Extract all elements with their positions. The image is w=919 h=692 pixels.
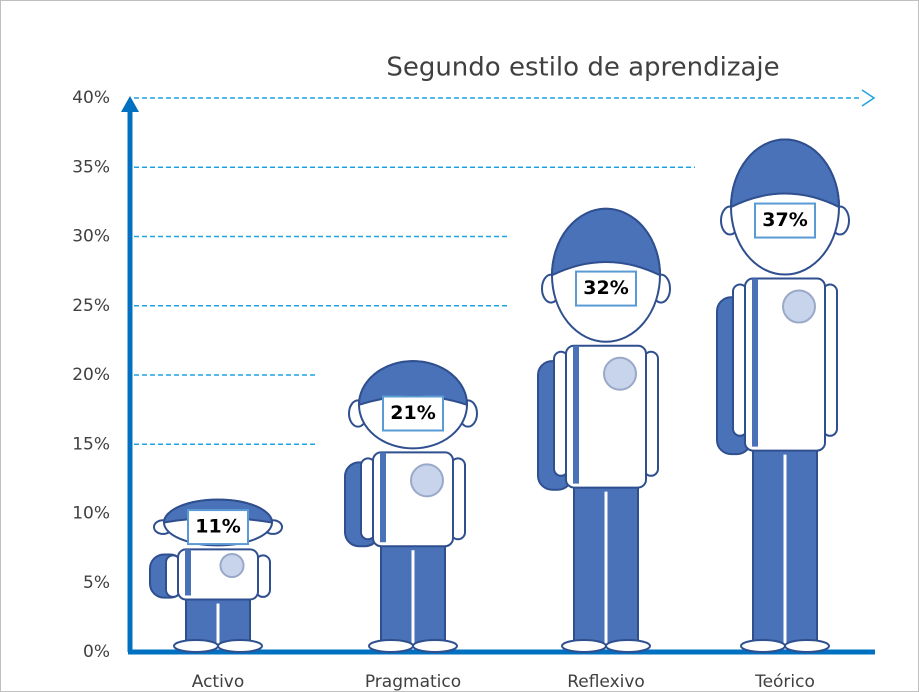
student-figure <box>537 207 671 653</box>
shoe <box>217 639 263 653</box>
value-label: 32% <box>583 277 628 299</box>
value-label-box <box>382 395 444 432</box>
shirt-logo <box>603 356 637 391</box>
y-tick-label: 35% <box>72 157 110 177</box>
y-axis-arrow <box>121 96 139 112</box>
shoe <box>605 639 651 653</box>
x-tick-label: Reflexivo <box>567 672 645 692</box>
value-label-box <box>187 509 249 546</box>
shoe <box>561 639 607 653</box>
grid-arrow <box>861 89 876 107</box>
value-label: 11% <box>195 516 240 538</box>
y-tick-label: 20% <box>72 365 110 385</box>
value-label: 37% <box>762 209 807 231</box>
hair <box>729 138 841 209</box>
y-tick-label: 0% <box>83 642 110 662</box>
shirt-logo <box>219 552 245 579</box>
shoe <box>368 639 414 653</box>
value-label-box <box>575 270 637 307</box>
y-tick-label: 10% <box>72 504 110 524</box>
value-label-box <box>754 202 816 239</box>
chart-title: Segundo estilo de aprendizaje <box>386 53 779 83</box>
shoe <box>784 639 830 653</box>
y-tick-label: 15% <box>72 434 110 454</box>
shirt-logo <box>782 289 816 324</box>
hair <box>550 207 662 277</box>
y-tick-label: 40% <box>72 88 110 108</box>
shoe <box>412 639 458 653</box>
x-tick-label: Activo <box>192 672 245 692</box>
x-tick-label: Teórico <box>754 672 815 692</box>
y-tick-label: 25% <box>72 296 110 316</box>
value-label: 21% <box>390 402 435 424</box>
shoe <box>173 639 219 653</box>
shirt-logo <box>410 463 444 498</box>
shoe <box>740 639 786 653</box>
y-tick-label: 30% <box>72 227 110 247</box>
x-tick-label: Pragmatico <box>365 672 461 692</box>
y-tick-label: 5% <box>83 573 110 593</box>
